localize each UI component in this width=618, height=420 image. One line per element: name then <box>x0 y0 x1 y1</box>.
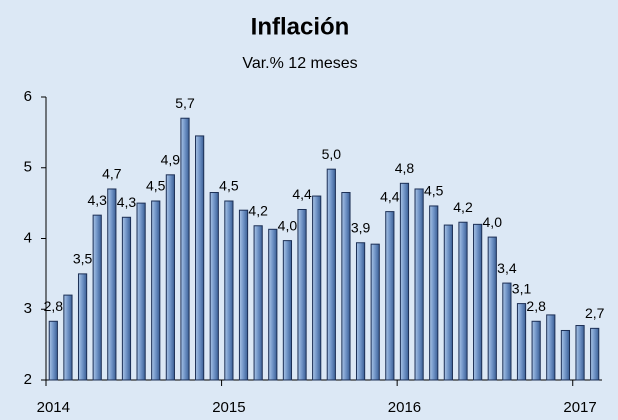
value-label: 4,3 <box>117 194 137 210</box>
bar <box>385 211 395 381</box>
bar <box>165 174 175 381</box>
value-label: 4,9 <box>161 152 181 168</box>
bar <box>458 221 468 381</box>
value-label: 4,7 <box>102 166 122 182</box>
bar <box>414 188 424 381</box>
x-tick-label: 2017 <box>563 399 596 416</box>
bar <box>502 282 512 381</box>
bar <box>209 192 219 381</box>
value-label: 4,2 <box>248 202 268 218</box>
bar <box>107 188 117 381</box>
bar <box>575 325 585 381</box>
bar <box>516 303 527 381</box>
bar <box>473 223 483 381</box>
value-label: 4,5 <box>424 183 444 199</box>
bar <box>560 329 571 381</box>
bar <box>429 205 439 381</box>
bar <box>63 294 73 381</box>
chart-subtitle: Var.% 12 meses <box>242 55 357 72</box>
value-label: 3,9 <box>351 219 371 235</box>
y-tick-label: 3 <box>24 300 32 317</box>
value-label: 4,0 <box>483 214 503 230</box>
x-tick-label: 2016 <box>388 399 421 416</box>
bar <box>77 273 88 381</box>
value-label: 5,0 <box>322 146 342 162</box>
y-tick-label: 2 <box>24 371 32 388</box>
value-label: 4,4 <box>292 186 312 202</box>
bar <box>590 327 600 381</box>
value-label: 3,1 <box>512 280 532 296</box>
bar <box>136 202 146 381</box>
bar <box>341 192 351 381</box>
value-label: 4,2 <box>453 199 473 215</box>
bar <box>399 182 410 381</box>
bar <box>312 195 322 381</box>
bar <box>531 320 541 381</box>
value-label: 5,7 <box>175 95 195 111</box>
bar <box>121 216 132 381</box>
bar <box>443 224 453 381</box>
value-label: 4,3 <box>87 192 107 208</box>
bar <box>297 208 307 381</box>
bar <box>268 228 278 381</box>
y-tick-label: 5 <box>24 159 32 176</box>
value-label: 3,5 <box>73 251 93 267</box>
value-label: 2,8 <box>526 298 546 314</box>
bar <box>48 320 58 381</box>
value-label: 4,4 <box>380 188 400 204</box>
value-label: 4,5 <box>219 178 239 194</box>
value-label: 4,8 <box>395 160 415 176</box>
bar <box>180 117 190 381</box>
value-label: 4,0 <box>278 217 298 233</box>
bar <box>238 209 249 381</box>
value-label: 2,7 <box>585 305 605 321</box>
bar <box>282 240 293 381</box>
bar <box>224 200 234 381</box>
value-label: 4,5 <box>146 178 166 194</box>
y-tick-label: 6 <box>24 88 32 105</box>
value-label: 2,8 <box>44 298 64 314</box>
bar <box>92 214 102 381</box>
bar <box>253 225 263 381</box>
bar <box>370 243 380 381</box>
x-tick-label: 2014 <box>37 399 70 416</box>
bar <box>487 236 497 381</box>
bar <box>546 314 556 381</box>
chart-title: Inflación <box>251 13 350 40</box>
y-tick-label: 4 <box>24 229 32 246</box>
x-tick-label: 2015 <box>212 399 245 416</box>
bar <box>151 200 161 381</box>
value-label: 3,4 <box>497 260 517 276</box>
bar <box>355 242 366 381</box>
bar <box>195 135 205 381</box>
bar <box>326 168 336 381</box>
